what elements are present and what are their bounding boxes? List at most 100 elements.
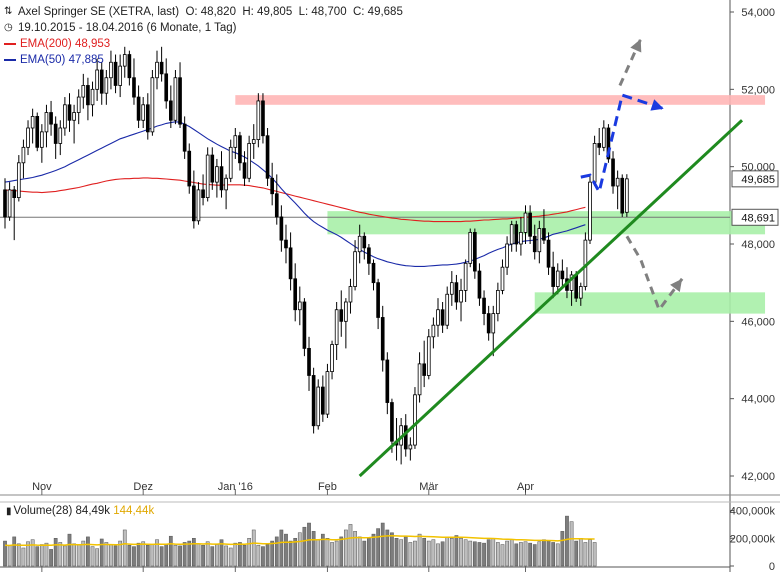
candle-body — [542, 228, 546, 241]
volume-bar — [376, 528, 380, 567]
volume-bar — [242, 544, 247, 567]
volume-icon: ▮ — [6, 505, 12, 517]
candle-body — [353, 251, 357, 287]
candle-body — [132, 77, 136, 98]
volume-bar — [367, 538, 371, 567]
candle-body — [362, 235, 367, 249]
volume-bar — [90, 546, 95, 567]
volume-bar — [551, 542, 556, 567]
x-tick-label: Nov — [32, 481, 52, 493]
volume-bar — [136, 542, 141, 567]
volume-bar — [491, 538, 496, 567]
candle-body — [228, 146, 233, 179]
candle-body — [330, 344, 334, 372]
candle-body — [150, 77, 155, 133]
volume-bar — [334, 540, 339, 567]
candle-body — [113, 61, 118, 86]
candle-body — [376, 282, 380, 318]
volume-bar — [215, 544, 219, 567]
candle-body — [440, 309, 445, 326]
volume-bar — [122, 529, 127, 567]
volume-bar — [311, 531, 316, 567]
volume-bar — [81, 540, 86, 567]
volume-bar — [569, 521, 574, 567]
candle-body — [274, 193, 279, 218]
volume-bar — [339, 536, 344, 567]
volume-bar — [316, 539, 321, 567]
period-text: 19.10.2015 - 18.04.2016 (6 Monate, 1 Tag… — [18, 22, 237, 34]
close-value: C: 49,685 — [352, 6, 403, 18]
low-value: L: 48,700 — [298, 6, 347, 18]
candle-body — [127, 54, 132, 79]
candle-body — [251, 139, 256, 144]
last-price-badge-text: 49,685 — [741, 174, 775, 186]
candle-body — [371, 262, 376, 284]
volume-bar — [99, 538, 104, 567]
volume-bar — [390, 532, 394, 567]
candle-body — [90, 88, 95, 106]
volume-average-line — [4, 535, 595, 547]
candle-body — [145, 104, 150, 133]
volume-bar — [431, 539, 436, 567]
volume-bar — [565, 515, 569, 567]
volume-bar — [560, 531, 565, 567]
candle-body — [620, 177, 625, 214]
volume-bar — [417, 533, 422, 567]
chart-legend: ⇅ Axel Springer SE (XETRA, last) O: 48,8… — [4, 4, 403, 68]
candle-body — [413, 394, 417, 446]
volume-value: 84,49k — [75, 505, 111, 517]
candle-body — [86, 85, 90, 106]
last-price-badge-box — [731, 170, 779, 188]
candle-body — [164, 73, 169, 102]
volume-bar — [279, 529, 284, 567]
volume-bar — [76, 544, 81, 567]
scenario-down-arrowhead — [670, 278, 683, 292]
candle-body — [615, 177, 620, 187]
volume-bar — [205, 541, 210, 567]
candle-body — [588, 181, 592, 241]
candle-body — [12, 189, 17, 199]
volume-bar — [155, 539, 159, 567]
candle-body — [293, 278, 298, 311]
candle-body — [491, 313, 496, 334]
volume-bar — [297, 532, 302, 567]
candle-body — [224, 177, 228, 191]
candle-body — [523, 212, 528, 233]
candle-body — [21, 146, 26, 164]
candle-body — [155, 61, 159, 79]
volume-bar — [164, 543, 169, 567]
candle-body — [109, 61, 113, 79]
candle-body — [321, 386, 325, 415]
candle-body — [81, 85, 86, 98]
volume-bar — [168, 535, 173, 567]
volume-bar — [288, 540, 293, 567]
volume-bar — [3, 540, 7, 567]
volume-tick-label: 0 — [769, 561, 775, 572]
candle-body — [288, 247, 293, 280]
legend-title-row: ⇅ Axel Springer SE (XETRA, last) O: 48,8… — [4, 4, 403, 20]
scenario-up-path — [580, 93, 665, 196]
candle-body — [555, 270, 560, 287]
volume-bar — [583, 542, 588, 567]
y-tick-label: 52,000 — [741, 84, 775, 96]
volume-bar — [44, 542, 49, 567]
y-tick-label: 54,000 — [741, 7, 775, 19]
volume-bar — [348, 524, 353, 567]
candle-body — [72, 112, 76, 121]
volume-bar — [196, 543, 201, 567]
candle-body — [256, 100, 261, 141]
volume-bar — [477, 542, 482, 567]
volume-bar — [574, 540, 579, 567]
volume-bar — [219, 539, 224, 567]
candle-body — [53, 123, 58, 144]
candle-body — [297, 301, 302, 311]
ema200-label: EMA(200) — [20, 38, 72, 50]
candle-body — [422, 363, 427, 376]
volume-bar — [532, 544, 537, 567]
candle-body — [187, 150, 192, 187]
candle-body — [307, 347, 311, 376]
candle-body — [182, 123, 187, 152]
volume-bar — [394, 538, 399, 567]
volume-bar — [445, 536, 450, 567]
